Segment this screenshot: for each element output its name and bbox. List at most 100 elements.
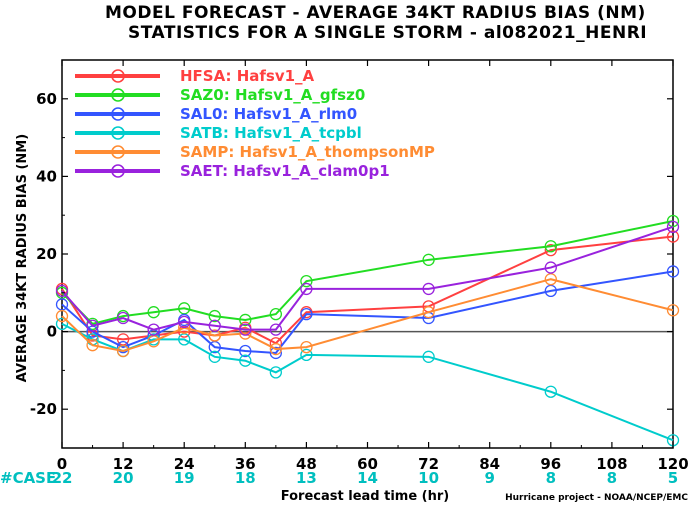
data-point bbox=[208, 329, 221, 342]
legend-marker bbox=[111, 145, 125, 159]
data-point bbox=[300, 307, 313, 321]
x-tick-label: 120 bbox=[657, 455, 688, 473]
credit-text: Hurricane project - NOAA/NCEP/EMC bbox=[505, 493, 688, 503]
legend-label: SATB: Hafsv1_A_tcpbl bbox=[180, 124, 362, 142]
data-point bbox=[422, 253, 435, 266]
data-point bbox=[300, 348, 313, 362]
y-tick-label: 40 bbox=[36, 167, 57, 185]
legend-item-samp: SAMP: Hafsv1_A_thompsonMP bbox=[75, 143, 435, 161]
data-point bbox=[239, 327, 252, 340]
series-line-saet bbox=[61, 225, 674, 331]
data-point bbox=[300, 275, 313, 288]
data-point bbox=[116, 344, 130, 358]
legend-marker bbox=[111, 107, 125, 121]
legend-item-saet: SAET: Hafsv1_A_clam0p1 bbox=[75, 162, 390, 180]
legend-marker bbox=[111, 126, 125, 140]
data-point bbox=[147, 323, 160, 336]
case-count: 9 bbox=[484, 469, 494, 487]
case-count: 8 bbox=[546, 469, 556, 487]
case-count: 5 bbox=[668, 469, 678, 487]
x-tick-label: 72 bbox=[418, 455, 439, 473]
legend-label: SAZ0: Hafsv1_A_gfsz0 bbox=[180, 86, 365, 104]
data-point bbox=[422, 350, 435, 363]
data-point bbox=[300, 340, 313, 354]
legend-label: HFSA: Hafsv1_A bbox=[180, 67, 315, 85]
data-point bbox=[208, 309, 221, 323]
data-point bbox=[55, 284, 69, 298]
series-saz0 bbox=[55, 214, 680, 330]
data-point bbox=[116, 340, 130, 354]
data-point bbox=[269, 307, 283, 321]
x-tick-label: 108 bbox=[596, 455, 627, 473]
y-tick-label: 20 bbox=[36, 245, 57, 263]
legend-label: SAMP: Hafsv1_A_thompsonMP bbox=[180, 143, 435, 161]
case-label: #CASE bbox=[0, 469, 56, 487]
data-point bbox=[208, 350, 221, 363]
plot-area bbox=[61, 59, 674, 449]
data-point bbox=[666, 265, 680, 278]
legend-item-satb: SATB: Hafsv1_A_tcpbl bbox=[75, 124, 362, 142]
case-count: 20 bbox=[113, 469, 134, 487]
data-point bbox=[544, 261, 557, 274]
data-point bbox=[269, 323, 283, 336]
data-point bbox=[269, 346, 283, 360]
data-point bbox=[116, 311, 130, 325]
legend-marker bbox=[111, 69, 125, 83]
data-point bbox=[269, 366, 283, 379]
y-tick-label: -20 bbox=[30, 400, 57, 418]
data-point bbox=[666, 304, 680, 317]
chart-title-line2: STATISTICS FOR A SINGLE STORM - al082021… bbox=[128, 23, 647, 43]
data-point bbox=[86, 319, 99, 332]
x-axis-label: Forecast lead time (hr) bbox=[281, 489, 449, 504]
axis-ticks: 0221220241936184813601472108499681088120… bbox=[30, 59, 689, 487]
case-count: 14 bbox=[357, 469, 378, 487]
x-tick-label: 0 bbox=[57, 455, 67, 473]
data-point bbox=[86, 339, 99, 352]
data-point bbox=[239, 354, 252, 367]
legend-item-hfsa: HFSA: Hafsv1_A bbox=[75, 67, 315, 85]
case-count: 8 bbox=[607, 469, 617, 487]
series-saet bbox=[55, 220, 680, 336]
data-point bbox=[422, 306, 435, 319]
plot-frame bbox=[61, 59, 674, 449]
case-count: 19 bbox=[174, 469, 195, 487]
x-tick-label: 84 bbox=[479, 455, 500, 473]
data-point bbox=[544, 385, 557, 398]
data-point bbox=[55, 317, 69, 330]
legend-item-saz0: SAZ0: Hafsv1_A_gfsz0 bbox=[75, 86, 365, 104]
data-point bbox=[239, 313, 252, 327]
x-tick-label: 60 bbox=[357, 455, 378, 473]
x-tick-label: 48 bbox=[296, 455, 317, 473]
y-axis-label: AVERAGE 34KT RADIUS BIAS (NM) bbox=[15, 134, 30, 382]
data-point bbox=[544, 243, 557, 257]
case-count: 13 bbox=[296, 469, 317, 487]
y-tick-label: 0 bbox=[47, 323, 57, 341]
x-tick-label: 12 bbox=[113, 455, 134, 473]
chart-title-line1: MODEL FORECAST - AVERAGE 34KT RADIUS BIA… bbox=[105, 3, 646, 23]
data-point bbox=[55, 309, 69, 323]
case-count: 22 bbox=[52, 469, 73, 487]
data-point bbox=[239, 344, 252, 358]
data-point bbox=[544, 240, 557, 253]
x-tick-label: 24 bbox=[174, 455, 195, 473]
x-tick-label: 36 bbox=[235, 455, 256, 473]
data-point bbox=[269, 342, 283, 356]
case-count: 10 bbox=[418, 469, 439, 487]
legend-marker bbox=[111, 88, 125, 102]
data-point bbox=[666, 220, 680, 233]
data-point bbox=[178, 315, 191, 329]
legend-marker bbox=[111, 164, 125, 178]
data-point bbox=[666, 214, 680, 228]
data-point bbox=[147, 306, 160, 319]
y-tick-label: 60 bbox=[36, 90, 57, 108]
x-tick-label: 96 bbox=[540, 455, 561, 473]
legend-label: SAET: Hafsv1_A_clam0p1 bbox=[180, 162, 390, 180]
legend-label: SAL0: Hafsv1_A_rlm0 bbox=[180, 105, 357, 123]
data-point bbox=[300, 282, 313, 296]
case-count: 18 bbox=[235, 469, 256, 487]
data-point bbox=[422, 282, 435, 296]
legend-item-sal0: SAL0: Hafsv1_A_rlm0 bbox=[75, 105, 357, 123]
data-point bbox=[208, 319, 221, 332]
